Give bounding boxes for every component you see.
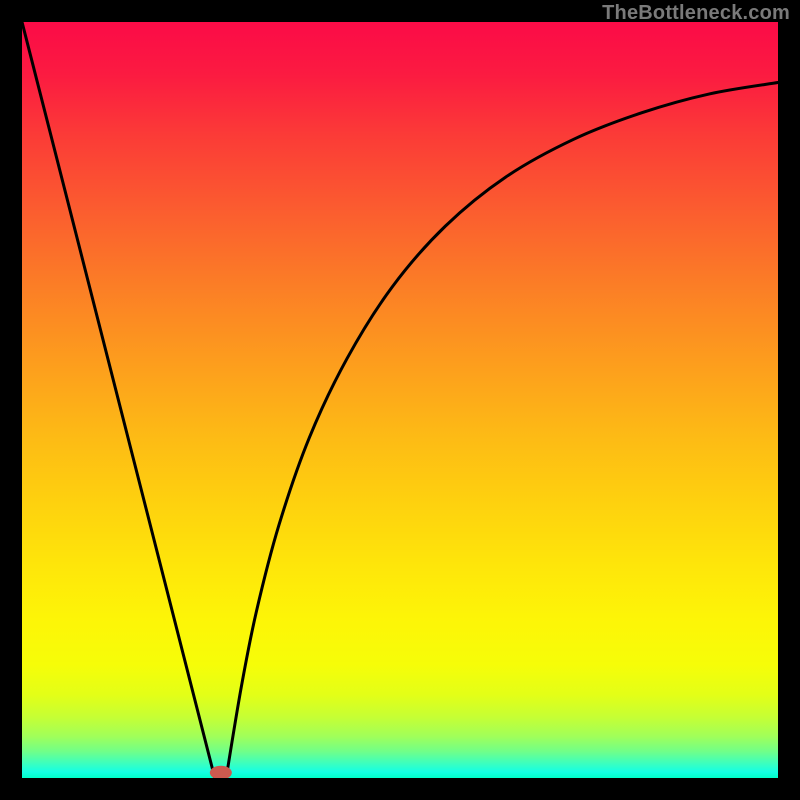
chart-frame: TheBottleneck.com bbox=[0, 0, 800, 800]
gradient-background bbox=[22, 22, 778, 778]
plot-svg bbox=[22, 22, 778, 778]
plot-area bbox=[22, 22, 778, 778]
watermark-text: TheBottleneck.com bbox=[602, 2, 790, 25]
